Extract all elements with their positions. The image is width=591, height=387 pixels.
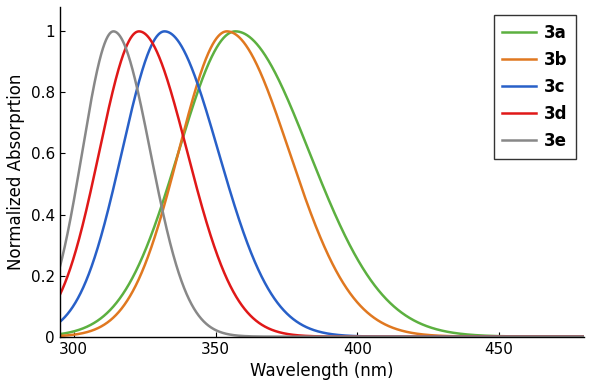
3c [257, 273, 264, 277]
3b [56, 334, 63, 338]
3b [580, 334, 587, 339]
3b [514, 334, 521, 339]
3e [116, 33, 123, 38]
3a [147, 235, 154, 239]
3c [161, 29, 168, 34]
Line: 3c: 3c [60, 31, 584, 337]
3a [514, 334, 521, 339]
3c [570, 334, 577, 339]
3d [56, 293, 63, 298]
3b [147, 247, 154, 252]
3d [580, 334, 587, 339]
3e [280, 334, 287, 339]
3c [580, 334, 587, 339]
3e [570, 334, 577, 339]
Legend: 3a, 3b, 3c, 3d, 3e: 3a, 3b, 3c, 3d, 3e [494, 15, 576, 159]
3e [56, 265, 63, 270]
3a [257, 47, 264, 51]
3d [570, 334, 577, 339]
3d [147, 38, 154, 43]
Line: 3d: 3d [60, 31, 584, 337]
3a [56, 332, 63, 336]
3a [116, 296, 123, 301]
Line: 3e: 3e [60, 31, 584, 337]
3c [147, 45, 154, 50]
3b [116, 309, 123, 313]
3c [514, 334, 521, 339]
3a [232, 29, 239, 34]
3d [514, 334, 521, 339]
3a [280, 88, 287, 92]
Line: 3b: 3b [60, 31, 584, 337]
3a [570, 334, 577, 339]
3b [257, 71, 264, 76]
3d [116, 64, 123, 68]
3e [257, 334, 264, 339]
3b [570, 334, 577, 339]
3b [223, 29, 230, 34]
Line: 3a: 3a [60, 31, 584, 337]
3b [280, 133, 287, 137]
3c [56, 320, 63, 324]
3e [110, 29, 117, 34]
3a [580, 334, 587, 339]
3e [147, 151, 154, 156]
X-axis label: Wavelength (nm): Wavelength (nm) [250, 362, 394, 380]
Y-axis label: Normalized Absorprtion: Normalized Absorprtion [7, 74, 25, 270]
3d [135, 29, 142, 34]
3c [116, 160, 123, 165]
3c [280, 308, 287, 313]
3e [514, 334, 521, 339]
3e [580, 334, 587, 339]
3d [280, 331, 287, 336]
3d [257, 322, 264, 327]
